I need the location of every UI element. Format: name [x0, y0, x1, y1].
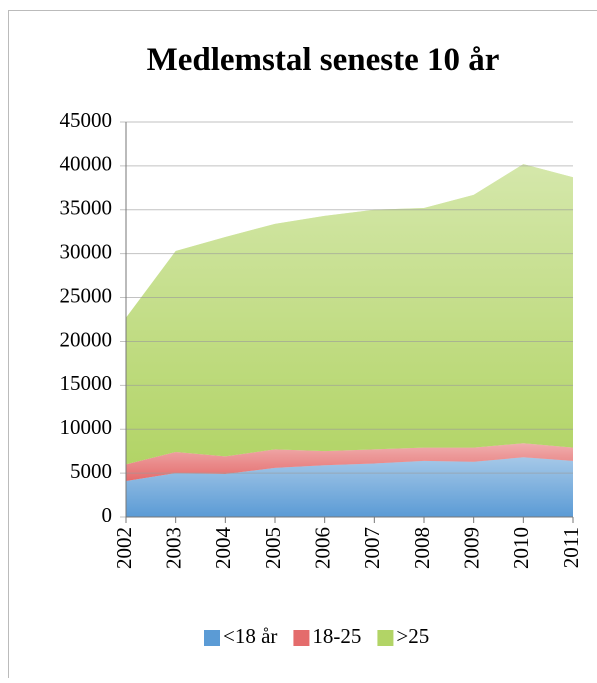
- x-tick-label: 2003: [161, 527, 185, 569]
- y-tick-label: 15000: [60, 371, 113, 395]
- y-tick-label: 35000: [60, 196, 113, 220]
- legend-label: <18 år: [223, 624, 277, 648]
- legend-label: 18-25: [312, 624, 361, 648]
- area-shade: [126, 164, 573, 464]
- x-tick-label: 2006: [310, 527, 334, 569]
- x-tick-label: 2004: [211, 527, 235, 570]
- y-tick-label: 10000: [60, 415, 113, 439]
- y-tick-label: 45000: [60, 108, 113, 132]
- x-tick-label: 2002: [112, 527, 136, 569]
- x-tick-label: 2011: [559, 527, 583, 568]
- legend-label: >25: [396, 624, 429, 648]
- x-tick-label: 2009: [459, 527, 483, 569]
- y-tick-label: 5000: [70, 459, 112, 483]
- chart-title: Medlemstal seneste 10 år: [147, 42, 500, 78]
- x-tick-label: 2010: [509, 527, 533, 569]
- y-tick-label: 0: [102, 503, 113, 527]
- x-tick-label: 2005: [261, 527, 285, 569]
- x-tick-label: 2007: [360, 527, 384, 569]
- x-tick-label: 2008: [410, 527, 434, 569]
- y-tick-label: 40000: [60, 152, 113, 176]
- legend-swatch: [204, 630, 220, 646]
- y-tick-label: 25000: [60, 283, 113, 307]
- legend-swatch: [377, 630, 393, 646]
- y-tick-label: 20000: [60, 327, 113, 351]
- y-tick-label: 30000: [60, 239, 113, 263]
- legend-swatch: [293, 630, 309, 646]
